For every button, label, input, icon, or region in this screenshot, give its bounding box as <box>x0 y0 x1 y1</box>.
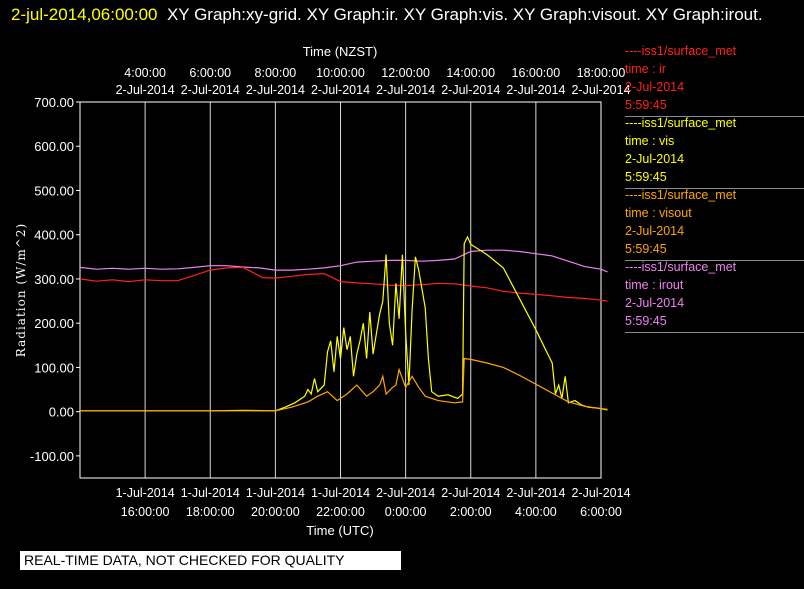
bottom-tick-date: 1-Jul-2014 <box>311 486 370 500</box>
legend-date: 2-Jul-2014 <box>625 224 685 238</box>
bottom-tick-time: 22:00:00 <box>316 505 365 519</box>
top-axis-title: Time (NZST) <box>303 44 378 59</box>
y-tick-label: 300.00 <box>34 272 74 287</box>
series-line-vis <box>80 235 608 412</box>
y-tick-label: 100.00 <box>34 360 74 375</box>
legend-date: 2-Jul-2014 <box>625 80 685 94</box>
top-tick-labels: 4:00:00 2-Jul-2014 6:00:00 2-Jul-2014 8:00:0… <box>116 66 631 97</box>
top-tick-date: 2-Jul-2014 <box>571 83 630 97</box>
y-tick-label: 400.00 <box>34 228 74 243</box>
bottom-tick-date: 2-Jul-2014 <box>441 486 500 500</box>
legend-time: 5:59:45 <box>625 98 667 112</box>
series-line-visout <box>80 357 608 412</box>
y-tick-label: 700.00 <box>34 95 74 110</box>
bottom-tick-time: 16:00:00 <box>121 505 170 519</box>
legend-source: ----iss1/surface_met <box>625 44 737 58</box>
y-tick-label: 600.00 <box>34 139 74 154</box>
legend-var: time : ir <box>625 62 666 76</box>
legend-separator <box>625 188 804 189</box>
series-line-irout <box>79 249 608 273</box>
legend-separator <box>625 116 804 117</box>
bottom-tick-date: 1-Jul-2014 <box>181 486 240 500</box>
legend-var: time : irout <box>625 278 684 292</box>
y-axis-title: Radiation (W/m^2) <box>14 223 28 357</box>
legend-var: time : vis <box>625 134 675 148</box>
y-tick-label: 0.00 <box>49 405 74 420</box>
legend-date: 2-Jul-2014 <box>625 296 685 310</box>
title-timestamp: 2-jul-2014,06:00:00 <box>11 5 158 24</box>
series-line-ir <box>79 266 608 302</box>
bottom-tick-time: 18:00:00 <box>186 505 235 519</box>
grid-lines <box>76 101 602 478</box>
top-tick-date: 2-Jul-2014 <box>116 83 175 97</box>
legend-source: ----iss1/surface_met <box>625 260 737 274</box>
legend-date: 2-Jul-2014 <box>625 152 685 166</box>
top-tick-date: 2-Jul-2014 <box>376 83 435 97</box>
bottom-tick-labels: 1-Jul-2014 16:00:00 1-Jul-2014 18:00:00 1-Ju… <box>116 486 631 519</box>
top-tick-time: 10:00:00 <box>316 66 365 80</box>
top-tick-time: 8:00:00 <box>255 66 297 80</box>
bottom-tick-time: 0:00:00 <box>385 505 427 519</box>
bottom-tick-time: 6:00:00 <box>580 505 622 519</box>
graph-title: 2-jul-2014,06:00:00 XY Graph:xy-grid. XY… <box>11 3 801 26</box>
bottom-tick-date: 2-Jul-2014 <box>506 486 565 500</box>
top-tick-time: 4:00:00 <box>124 66 166 80</box>
top-tick-date: 2-Jul-2014 <box>506 83 565 97</box>
bottom-tick-date: 2-Jul-2014 <box>571 486 630 500</box>
top-tick-date: 2-Jul-2014 <box>246 83 305 97</box>
series-group <box>79 235 608 412</box>
legend-separator <box>625 260 804 261</box>
top-tick-time: 12:00:00 <box>381 66 430 80</box>
top-tick-time: 14:00:00 <box>446 66 495 80</box>
bottom-tick-date: 1-Jul-2014 <box>116 486 175 500</box>
top-tick-date: 2-Jul-2014 <box>181 83 240 97</box>
bottom-tick-date: 1-Jul-2014 <box>246 486 305 500</box>
plot-frame <box>79 101 602 479</box>
y-tick-label: -100.00 <box>30 449 74 464</box>
x-axis-title: Time (UTC) <box>306 523 373 538</box>
top-tick-time: 18:00:00 <box>577 66 626 80</box>
legend-source: ----iss1/surface_met <box>625 188 737 202</box>
bottom-tick-time: 4:00:00 <box>515 505 557 519</box>
top-tick-time: 16:00:00 <box>512 66 561 80</box>
bottom-tick-date: 2-Jul-2014 <box>376 486 435 500</box>
top-tick-time: 6:00:00 <box>189 66 231 80</box>
legend-time: 5:59:45 <box>625 314 667 328</box>
y-tick-labels: 700.00 600.00 500.00 400.00 300.00 200.00 100.… <box>30 95 74 464</box>
legend-time: 5:59:45 <box>625 170 667 184</box>
title-text: XY Graph:xy-grid. XY Graph:ir. XY Graph:… <box>166 5 763 24</box>
legend-var: time : visout <box>625 206 692 220</box>
top-tick-date: 2-Jul-2014 <box>441 83 500 97</box>
bottom-tick-time: 20:00:00 <box>251 505 300 519</box>
legend-time: 5:59:45 <box>625 242 667 256</box>
y-tick-label: 200.00 <box>34 316 74 331</box>
bottom-tick-time: 2:00:00 <box>450 505 492 519</box>
legend-source: ----iss1/surface_met <box>625 116 737 130</box>
quality-banner: REAL-TIME DATA, NOT CHECKED FOR QUALITY <box>20 551 401 570</box>
y-tick-label: 500.00 <box>34 183 74 198</box>
top-tick-date: 2-Jul-2014 <box>311 83 370 97</box>
legend-separator <box>625 332 804 333</box>
